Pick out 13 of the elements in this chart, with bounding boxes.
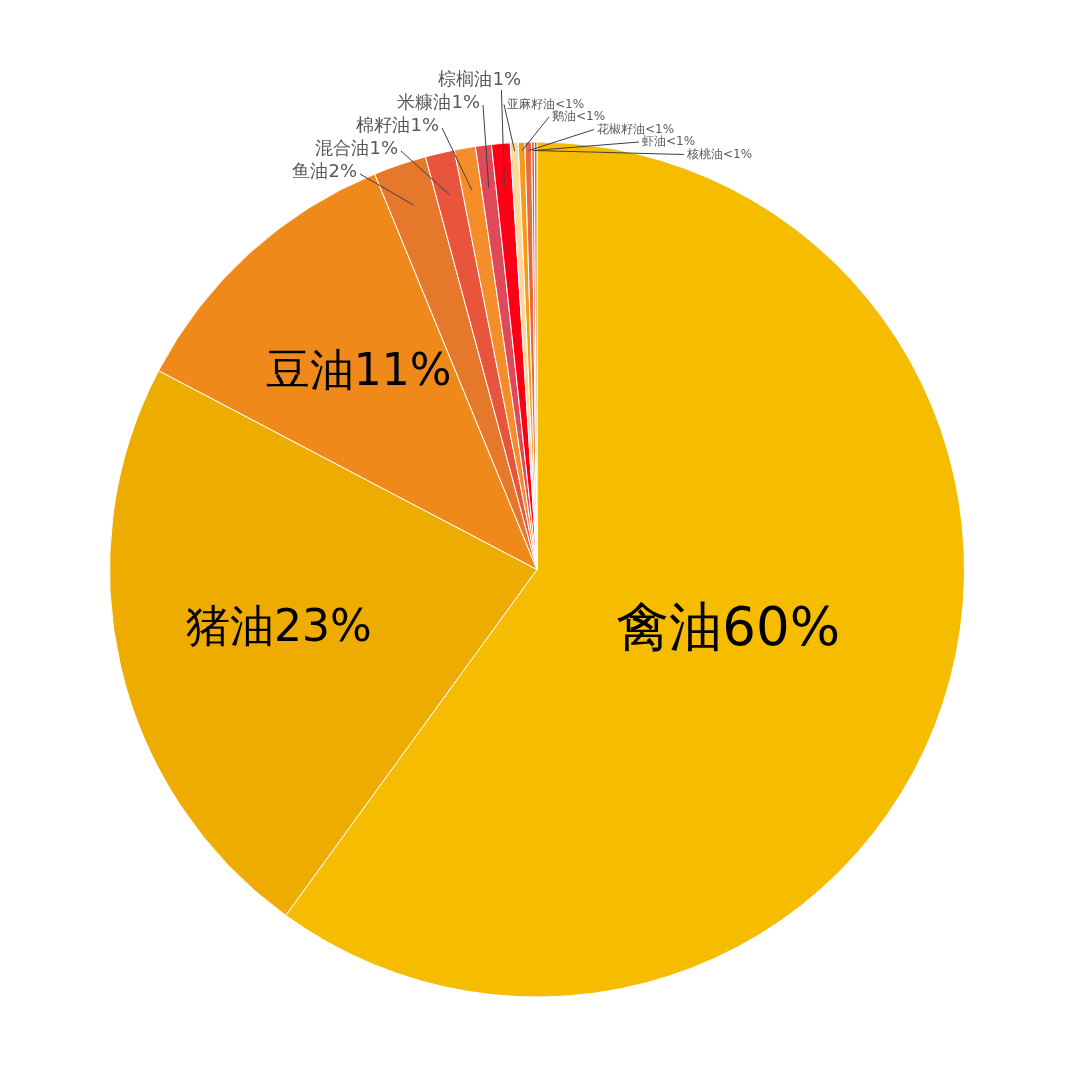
slice-label: 米糠油1% [397,90,480,112]
slice-label: 豆油11% [265,343,452,395]
slice-label: 花椒籽油<1% [597,121,675,136]
slice-label: 鱼油2% [292,159,357,181]
slice-label: 棕榈油1% [438,67,521,89]
slice-label: 鹅油<1% [552,109,606,124]
slice-label: 混合油1% [315,136,398,158]
slice-label: 禽油60% [616,596,840,658]
slice-label: 亚麻籽油<1% [507,96,585,111]
slice-label: 猪油23% [185,600,372,652]
slice-label: 虾油<1% [642,134,696,149]
slice-label: 核桃油<1% [686,146,753,161]
slice-label: 棉籽油1% [356,113,439,135]
